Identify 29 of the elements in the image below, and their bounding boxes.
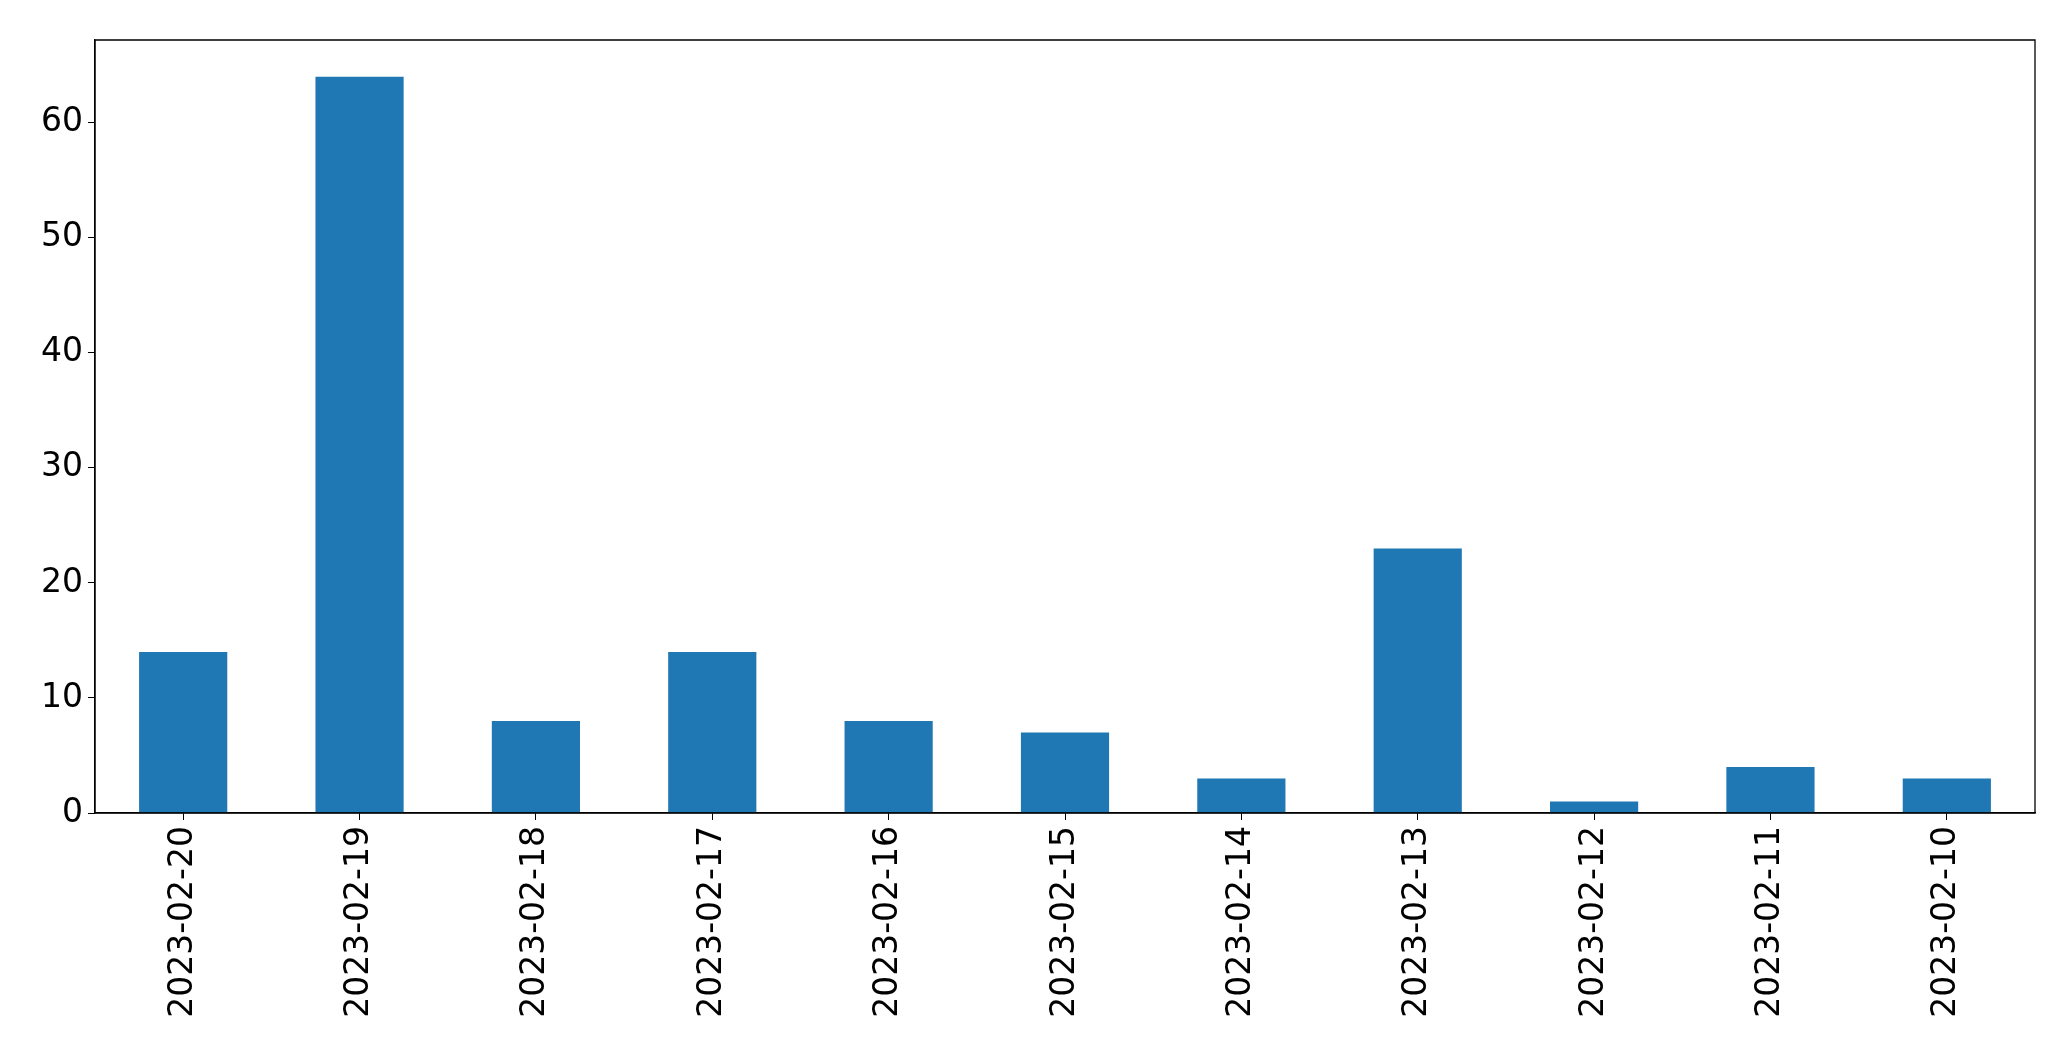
x-tick-label: 2023-02-16 — [866, 826, 906, 1018]
y-tick-label: 0 — [62, 790, 83, 830]
y-tick-label: 30 — [41, 445, 83, 485]
x-tick-label: 2023-02-10 — [1924, 826, 1964, 1018]
y-tick-label: 60 — [41, 100, 83, 140]
bar — [315, 76, 404, 813]
x-tick-label: 2023-02-19 — [337, 826, 377, 1018]
bar — [1550, 801, 1639, 813]
x-tick-label: 2023-02-13 — [1395, 826, 1435, 1018]
y-tick-label: 40 — [41, 330, 83, 370]
bar — [139, 651, 228, 813]
y-tick-label: 50 — [41, 215, 83, 255]
bar — [1373, 548, 1462, 813]
x-tick-label: 2023-02-11 — [1748, 826, 1788, 1018]
x-tick-label: 2023-02-18 — [513, 826, 553, 1018]
bar — [1726, 766, 1815, 813]
x-tick-label: 2023-02-15 — [1042, 826, 1082, 1018]
x-tick-label: 2023-02-12 — [1571, 826, 1611, 1018]
bar — [668, 651, 757, 813]
y-tick-label: 10 — [41, 675, 83, 715]
bar — [491, 720, 580, 813]
bar — [1902, 778, 1991, 813]
bar — [844, 720, 933, 813]
y-tick-label: 20 — [41, 560, 83, 600]
x-tick-label: 2023-02-17 — [689, 826, 729, 1018]
bar — [1197, 778, 1286, 813]
bar — [1020, 732, 1110, 813]
x-tick-label: 2023-02-20 — [160, 826, 200, 1018]
x-tick-label: 2023-02-14 — [1218, 826, 1258, 1018]
